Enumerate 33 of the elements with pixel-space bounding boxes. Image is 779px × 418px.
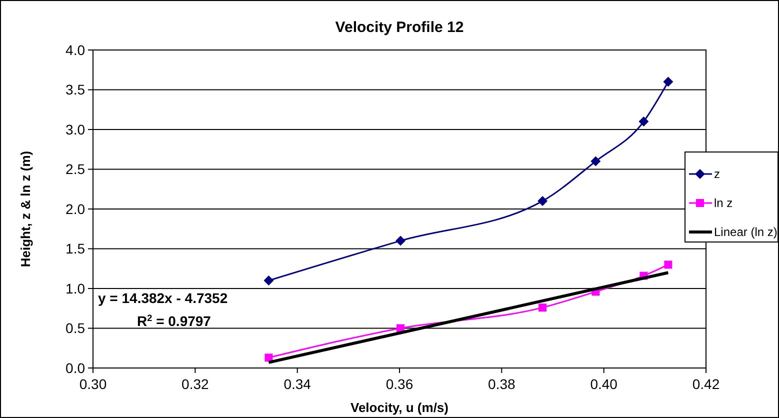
x-tick-label: 0.36	[386, 376, 414, 392]
y-tick-label: 3.0	[66, 121, 86, 138]
y-tick-label: 0.5	[66, 320, 86, 336]
point	[663, 76, 674, 87]
x-tick-label: 0.30	[79, 376, 107, 392]
legend-label: ln z	[714, 196, 733, 210]
annotation: R$^{2}$ = 0.9797	[137, 313, 212, 329]
x-tick-label: 0.34	[284, 376, 312, 392]
x-tick-label: 0.42	[692, 376, 720, 392]
x-tick-label: 0.38	[488, 376, 516, 392]
point	[638, 116, 649, 127]
point	[538, 196, 548, 206]
point	[538, 304, 547, 312]
point	[396, 236, 406, 246]
y-tick-label: 1.0	[66, 280, 86, 296]
y-tick-label: 0.0	[66, 360, 86, 376]
point	[590, 156, 601, 166]
y-tick-label: 4.0	[66, 42, 86, 58]
annotation: y = 14.382x - 4.7352	[98, 290, 228, 306]
y-axis-title: Height, z & ln z (m)	[18, 150, 33, 268]
x-tick-label: 0.40	[590, 376, 618, 392]
chart-title: Velocity Profile 12	[335, 19, 464, 36]
x-tick-label: 0.32	[182, 376, 210, 392]
y-tick-label: 1.5	[66, 240, 86, 257]
y-tick-label: 2.0	[66, 200, 86, 217]
point	[264, 276, 274, 286]
y-tick-label: 2.5	[66, 161, 86, 178]
legend-label: Linear (ln z)	[714, 225, 778, 240]
legend-label: z	[714, 167, 720, 182]
point	[264, 354, 273, 362]
x-axis-title: Velocity, u (m/s)	[350, 400, 449, 415]
y-tick-label: 3.5	[66, 82, 86, 98]
point	[664, 260, 672, 269]
